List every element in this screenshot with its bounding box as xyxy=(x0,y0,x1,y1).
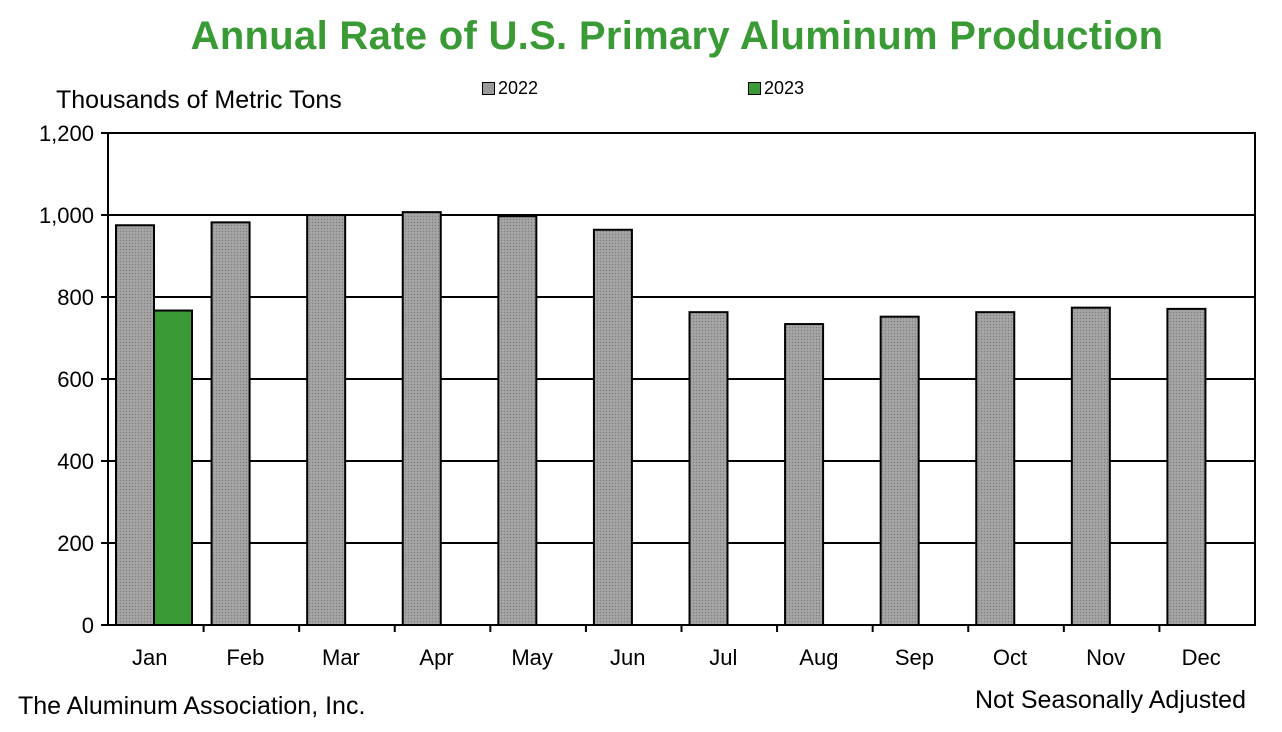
bar-2022-sep xyxy=(879,315,920,626)
y-tick-label: 600 xyxy=(57,367,94,392)
x-tick-label-jan: Jan xyxy=(132,645,167,670)
x-tick-label-may: May xyxy=(511,645,553,670)
x-tick-label-oct: Oct xyxy=(993,645,1027,670)
y-tick-label: 1,200 xyxy=(39,121,94,146)
bar-2023-jan xyxy=(153,309,193,626)
y-tick-label: 200 xyxy=(57,531,94,556)
bar-2022-apr xyxy=(401,211,442,626)
x-tick-label-jul: Jul xyxy=(709,645,737,670)
x-tick-label-nov: Nov xyxy=(1086,645,1125,670)
y-tick-label: 800 xyxy=(57,285,94,310)
chart-title: Annual Rate of U.S. Primary Aluminum Pro… xyxy=(190,14,1164,58)
legend-item-2023: 2023 xyxy=(748,78,804,99)
y-tick-label: 1,000 xyxy=(39,203,94,228)
bar-2022-jan xyxy=(115,224,155,626)
y-tick-label: 0 xyxy=(82,613,94,638)
x-tick-label-feb: Feb xyxy=(226,645,264,670)
x-tick-label-jun: Jun xyxy=(610,645,645,670)
y-axis-label: Thousands of Metric Tons xyxy=(56,86,342,114)
x-tick-label-mar: Mar xyxy=(322,645,360,670)
bar-2022-nov xyxy=(1070,306,1111,626)
x-tick-label-aug: Aug xyxy=(799,645,838,670)
bar-2022-mar xyxy=(306,214,347,626)
bar-2022-may xyxy=(497,215,538,626)
bar-2022-feb xyxy=(210,221,251,626)
bar-2022-oct xyxy=(975,311,1016,626)
seasonal-adjustment-note: Not Seasonally Adjusted xyxy=(974,686,1246,714)
bar-2022-jun xyxy=(592,228,633,626)
legend-label-2023: 2023 xyxy=(764,78,805,98)
x-tick-label-apr: Apr xyxy=(419,645,453,670)
x-tick-label-sep: Sep xyxy=(895,645,934,670)
legend-label-2022: 2022 xyxy=(498,78,539,98)
bar-2022-dec xyxy=(1166,307,1207,626)
y-tick-label: 400 xyxy=(57,449,94,474)
source-note: The Aluminum Association, Inc. xyxy=(18,692,366,720)
legend-swatch-2022 xyxy=(482,82,495,95)
legend-item-2022: 2022 xyxy=(482,78,538,99)
bar-2022-aug xyxy=(784,323,825,626)
legend-swatch-2023 xyxy=(748,82,761,95)
bar-2022-jul xyxy=(688,311,729,626)
x-tick-label-dec: Dec xyxy=(1182,645,1221,670)
